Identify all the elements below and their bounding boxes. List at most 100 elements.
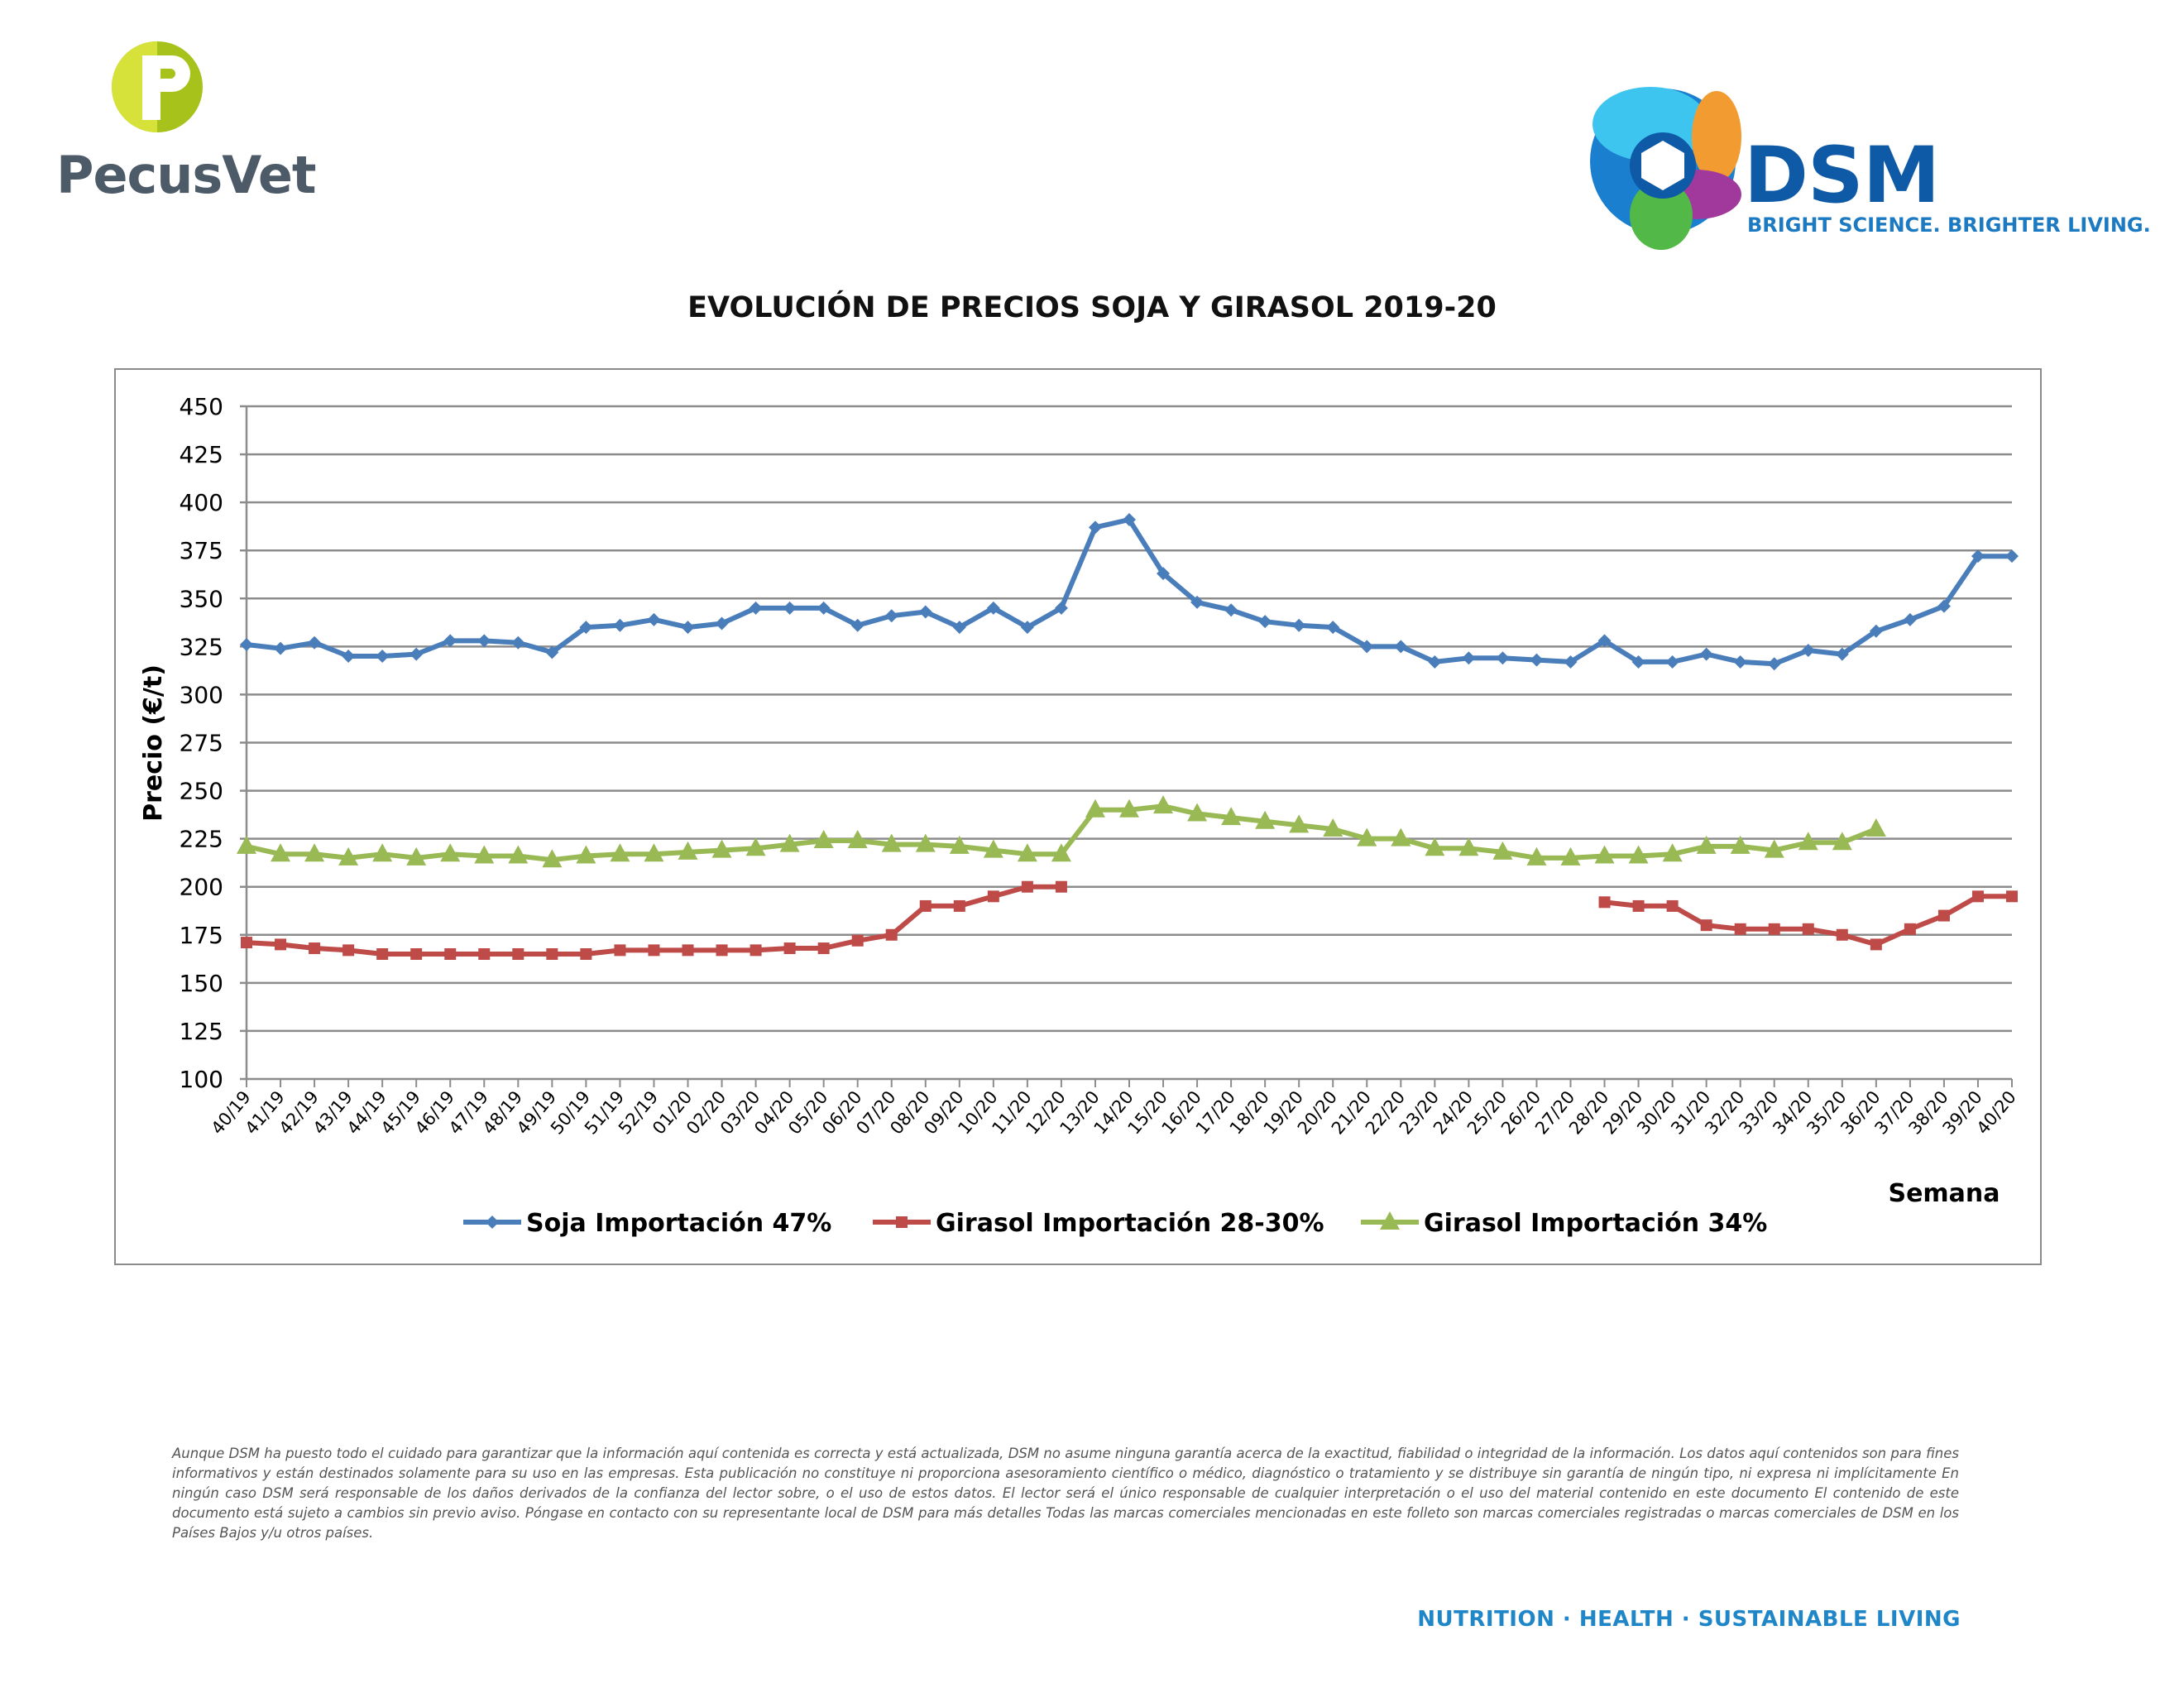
data-point bbox=[241, 937, 252, 949]
data-point bbox=[477, 634, 491, 648]
data-point bbox=[1971, 549, 1985, 563]
data-point bbox=[1937, 909, 1950, 922]
y-tick-label: 100 bbox=[180, 1066, 223, 1093]
data-point bbox=[376, 948, 389, 961]
data-point bbox=[1564, 655, 1578, 669]
data-point bbox=[1021, 880, 1033, 893]
data-point bbox=[1764, 839, 1784, 858]
data-point bbox=[851, 934, 864, 947]
series-line bbox=[246, 517, 2012, 667]
data-point bbox=[580, 948, 592, 961]
data-point bbox=[1628, 845, 1649, 864]
data-point bbox=[817, 942, 830, 955]
legal-disclaimer: Aunque DSM ha puesto todo el cuidado par… bbox=[172, 1446, 1959, 1541]
y-axis-label: Precio (€/t) bbox=[139, 664, 168, 822]
series-lines bbox=[237, 513, 2019, 961]
y-tick-label: 450 bbox=[180, 393, 223, 420]
data-point bbox=[1394, 640, 1408, 654]
data-point bbox=[1594, 845, 1615, 864]
data-point bbox=[1730, 835, 1751, 854]
data-point bbox=[1496, 651, 1510, 665]
legend-item: Girasol Importación 34% bbox=[1361, 1209, 1767, 1238]
data-point bbox=[304, 843, 325, 862]
data-point bbox=[783, 942, 796, 955]
series-3 bbox=[237, 795, 1886, 868]
legend-item: Girasol Importación 28-30% bbox=[873, 1209, 1324, 1238]
data-point bbox=[579, 621, 593, 635]
data-point bbox=[444, 948, 457, 961]
data-point bbox=[1666, 899, 1679, 912]
data-point bbox=[545, 645, 559, 659]
data-point bbox=[372, 843, 393, 862]
data-point bbox=[271, 843, 291, 862]
data-point bbox=[919, 899, 932, 912]
legend-swatch-marker bbox=[1380, 1211, 1400, 1230]
data-point bbox=[342, 944, 355, 957]
data-point bbox=[474, 845, 495, 864]
data-point bbox=[1526, 846, 1547, 866]
y-tick-label: 275 bbox=[180, 730, 223, 757]
data-point bbox=[1733, 655, 1747, 669]
data-point bbox=[512, 948, 524, 961]
footer-tagline: NUTRITION · HEALTH · SUSTAINABLE LIVING bbox=[1417, 1607, 1961, 1632]
data-point bbox=[952, 621, 966, 635]
data-point bbox=[1020, 621, 1034, 635]
data-point bbox=[647, 612, 661, 626]
data-point bbox=[817, 601, 831, 615]
data-point bbox=[308, 635, 322, 650]
data-point bbox=[376, 649, 390, 663]
data-point bbox=[1190, 595, 1205, 609]
data-point bbox=[750, 944, 762, 957]
data-point bbox=[1798, 832, 1818, 851]
data-point bbox=[1597, 634, 1612, 648]
data-point bbox=[1870, 938, 1882, 951]
data-point bbox=[478, 948, 491, 961]
data-point bbox=[1123, 513, 1136, 527]
data-point bbox=[1869, 624, 1883, 638]
data-point bbox=[1665, 655, 1679, 669]
y-tick-label: 200 bbox=[180, 874, 223, 901]
y-tick-label: 150 bbox=[180, 970, 223, 997]
data-point bbox=[1832, 832, 1852, 851]
data-point bbox=[847, 829, 868, 848]
data-point bbox=[1017, 843, 1037, 862]
data-point bbox=[949, 835, 970, 854]
x-axis-label: Semana bbox=[1888, 1179, 2000, 1208]
legend-item: Soja Importación 47% bbox=[463, 1209, 831, 1238]
data-point bbox=[342, 649, 356, 663]
data-point bbox=[1699, 647, 1713, 661]
data-point bbox=[410, 948, 423, 961]
data-point bbox=[1326, 621, 1340, 635]
data-point bbox=[987, 890, 999, 903]
data-point bbox=[1631, 655, 1645, 669]
data-point bbox=[1153, 795, 1174, 814]
y-tick-label: 125 bbox=[180, 1018, 223, 1045]
data-point bbox=[440, 843, 461, 862]
data-point bbox=[881, 833, 902, 852]
chart-title: EVOLUCIÓN DE PRECIOS SOJA Y GIRASOL 2019… bbox=[687, 291, 1497, 324]
data-point bbox=[274, 641, 288, 655]
data-point bbox=[986, 601, 1000, 615]
data-point bbox=[614, 944, 626, 957]
legend-label: Soja Importación 47% bbox=[526, 1209, 831, 1238]
data-point bbox=[1836, 928, 1848, 941]
legend-label: Girasol Importación 34% bbox=[1424, 1209, 1767, 1238]
data-point bbox=[1903, 612, 1917, 626]
gridlines bbox=[240, 405, 2012, 1081]
data-point bbox=[443, 634, 457, 648]
data-point bbox=[240, 638, 253, 652]
data-point bbox=[576, 845, 596, 864]
data-point bbox=[508, 845, 529, 864]
data-point bbox=[542, 849, 563, 868]
data-point bbox=[1971, 890, 1984, 903]
data-point bbox=[716, 944, 728, 957]
chart-frame bbox=[114, 368, 2042, 1265]
data-point bbox=[1462, 651, 1476, 665]
data-point bbox=[884, 609, 898, 623]
data-point bbox=[779, 833, 800, 852]
data-point bbox=[1768, 923, 1780, 935]
data-point bbox=[1598, 896, 1611, 909]
data-point bbox=[1323, 818, 1343, 837]
data-point bbox=[2005, 549, 2019, 563]
data-point bbox=[1255, 810, 1276, 829]
